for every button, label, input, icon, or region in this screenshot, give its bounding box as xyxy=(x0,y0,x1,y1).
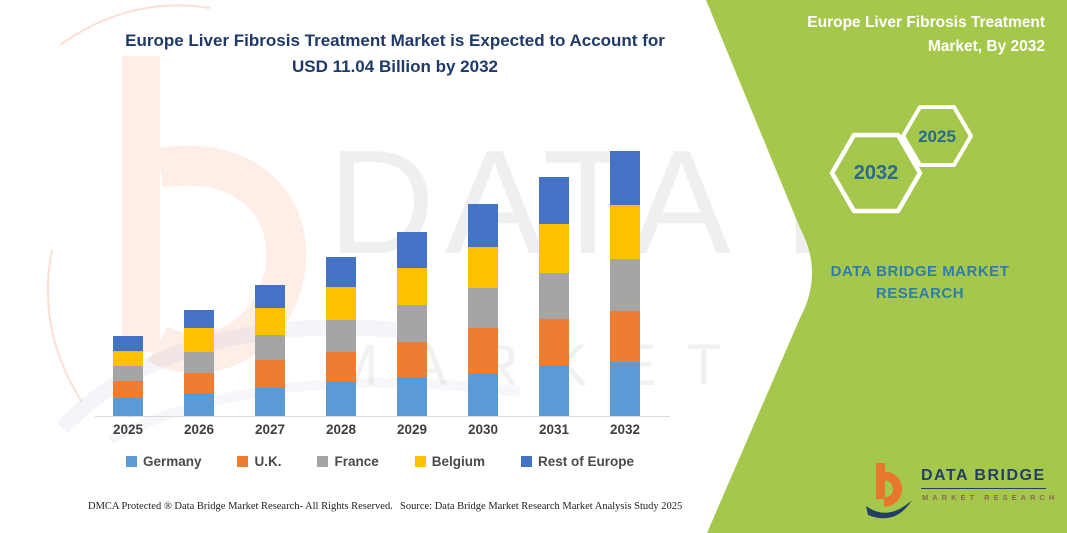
stacked-bar-2031 xyxy=(539,176,569,416)
x-axis-label-2025: 2025 xyxy=(112,422,144,437)
bar-segment-u-k--2032 xyxy=(610,310,640,363)
bar-segment-belgium-2029 xyxy=(397,268,427,306)
bar-segment-u-k--2028 xyxy=(326,351,356,382)
x-axis-label-2030: 2030 xyxy=(467,422,499,437)
x-axis-label-2031: 2031 xyxy=(538,422,570,437)
bar-segment-france-2027 xyxy=(255,334,285,361)
bar-segment-france-2025 xyxy=(113,366,143,381)
x-axis-label-2032: 2032 xyxy=(609,422,641,437)
legend-item-rest-of-europe: Rest of Europe xyxy=(521,454,634,469)
bar-segment-germany-2026 xyxy=(184,393,214,416)
side-panel-title: Europe Liver Fibrosis Treatment Market, … xyxy=(745,11,1045,59)
bar-segment-germany-2032 xyxy=(610,362,640,416)
bar-segment-belgium-2032 xyxy=(610,204,640,259)
legend-item-belgium: Belgium xyxy=(414,454,486,469)
legend-item-germany: Germany xyxy=(125,454,202,469)
legend-label: Germany xyxy=(142,454,202,469)
bar-segment-belgium-2028 xyxy=(326,286,356,321)
bar-segment-u-k--2031 xyxy=(539,319,569,366)
bar-segment-u-k--2026 xyxy=(184,373,214,394)
x-axis-label-2029: 2029 xyxy=(396,422,428,437)
x-axis-label-2027: 2027 xyxy=(254,422,286,437)
x-axis-label-2026: 2026 xyxy=(183,422,215,437)
bar-segment-germany-2025 xyxy=(113,398,143,416)
legend-label: Rest of Europe xyxy=(538,454,635,469)
stacked-bar-2030 xyxy=(468,204,498,416)
bar-segment-belgium-2025 xyxy=(113,351,143,367)
bar-segment-u-k--2027 xyxy=(255,360,285,389)
brand-text-line1: DATA BRIDGE MARKET xyxy=(830,263,1010,280)
bar-segment-rest-of-europe-2032 xyxy=(610,151,640,205)
bar-segment-rest-of-europe-2026 xyxy=(184,309,214,329)
bar-segment-france-2028 xyxy=(326,320,356,352)
hexagon-2025-label: 2025 xyxy=(918,127,956,146)
bar-segment-france-2026 xyxy=(184,351,214,374)
dbmr-logo-icon xyxy=(866,463,912,519)
bar-segment-belgium-2027 xyxy=(255,308,285,335)
stacked-bar-2032 xyxy=(610,151,640,416)
brand-text: DATA BRIDGE MARKET RESEARCH xyxy=(795,261,1045,305)
legend-label: U.K. xyxy=(254,454,282,469)
chart-title: Europe Liver Fibrosis Treatment Market i… xyxy=(70,28,720,79)
stacked-bar-2028 xyxy=(326,256,356,416)
legend-swatch-icon xyxy=(414,456,426,467)
bar-segment-belgium-2031 xyxy=(539,224,569,274)
bar-segment-u-k--2029 xyxy=(397,341,427,377)
bar-segment-u-k--2025 xyxy=(113,380,143,399)
legend-swatch-icon xyxy=(317,456,329,467)
legend-swatch-icon xyxy=(237,456,249,467)
brand-text-line2: RESEARCH xyxy=(875,284,965,302)
legend-swatch-icon xyxy=(521,456,533,467)
bar-segment-france-2029 xyxy=(397,305,427,342)
hexagon-2032-label: 2032 xyxy=(853,162,899,184)
bar-segment-rest-of-europe-2030 xyxy=(468,204,498,248)
source-footer-text: Source: Data Bridge Market Research Mark… xyxy=(400,501,683,512)
side-panel-title-line2: Market, By 2032 xyxy=(927,38,1045,56)
logo-subtitle: MARKET RESEARCH xyxy=(922,493,1059,502)
bar-segment-rest-of-europe-2027 xyxy=(255,284,285,309)
bar-segment-germany-2030 xyxy=(468,373,498,416)
bar-segment-rest-of-europe-2028 xyxy=(326,256,356,287)
logo-name: DATA BRIDGE xyxy=(921,467,1046,489)
dmca-footer-text: DMCA Protected ® Data Bridge Market Rese… xyxy=(88,501,393,512)
stacked-bar-2026 xyxy=(184,309,214,416)
bar-segment-germany-2031 xyxy=(539,365,569,416)
x-axis-label-2028: 2028 xyxy=(325,422,357,437)
bar-segment-germany-2027 xyxy=(255,388,285,416)
chart-title-line1: Europe Liver Fibrosis Treatment Market i… xyxy=(125,31,665,50)
legend-item-u-k-: U.K. xyxy=(237,454,281,469)
bar-segment-rest-of-europe-2031 xyxy=(539,176,569,225)
legend-swatch-icon xyxy=(125,456,137,467)
bar-chart-plot-area: 2025 2026 2027 2028 2029 2030 2031 2032 xyxy=(95,130,670,437)
stacked-bar-2025 xyxy=(113,336,143,416)
stacked-bar-2027 xyxy=(255,284,285,416)
bar-segment-france-2030 xyxy=(468,288,498,329)
side-panel-title-line1: Europe Liver Fibrosis Treatment xyxy=(807,14,1045,31)
legend-label: France xyxy=(334,454,379,469)
bar-segment-france-2032 xyxy=(610,258,640,311)
bar-segment-u-k--2030 xyxy=(468,328,498,374)
bar-segment-germany-2029 xyxy=(397,376,427,416)
chart-title-line2: USD 11.04 Billion by 2032 xyxy=(292,56,498,76)
bar-segment-belgium-2030 xyxy=(468,247,498,289)
bar-segment-france-2031 xyxy=(539,273,569,320)
bar-segment-rest-of-europe-2025 xyxy=(113,336,143,352)
bar-segment-rest-of-europe-2029 xyxy=(397,231,427,269)
legend-label: Belgium xyxy=(431,454,486,469)
legend-item-france: France xyxy=(317,454,379,469)
stacked-bar-2029 xyxy=(397,231,427,416)
chart-legend: Germany U.K. France Belgium Rest of Europe xyxy=(80,454,680,469)
bar-segment-germany-2028 xyxy=(326,381,356,416)
bar-segment-belgium-2026 xyxy=(184,328,214,352)
